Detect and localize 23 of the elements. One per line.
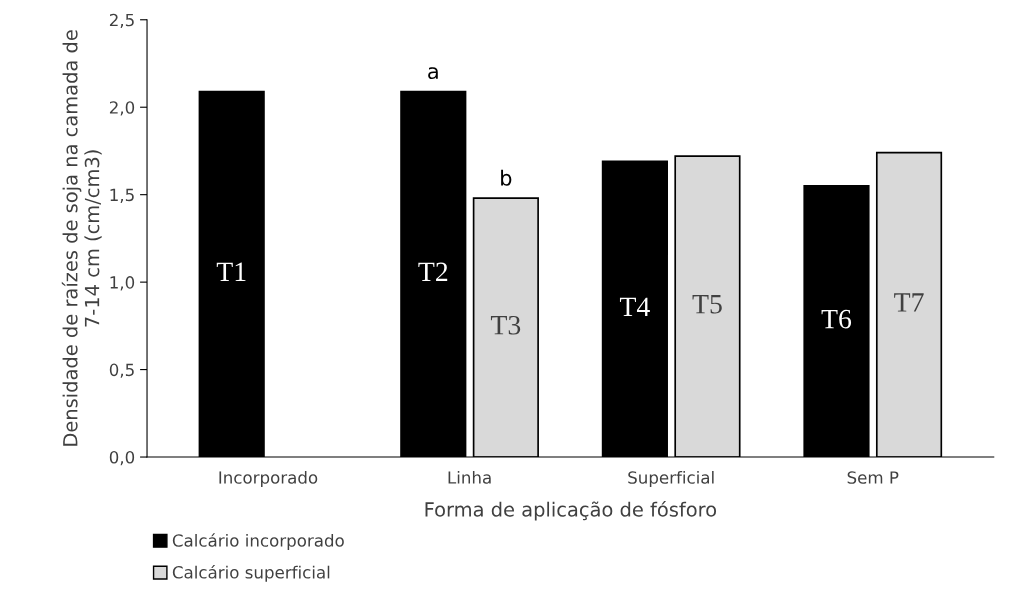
data-label: T1 [216, 262, 246, 281]
data-label: T3 [490, 315, 521, 335]
x-tick-label: Sem P [847, 471, 899, 484]
data-label: T7 [894, 293, 924, 312]
annotation: a [428, 67, 438, 80]
x-tick-label: Linha [448, 470, 491, 484]
legend-label: Calcário superficial [172, 565, 330, 582]
y-tick-label: 2,0 [109, 101, 135, 116]
data-label: T5 [692, 295, 722, 314]
data-label: T4 [619, 297, 650, 316]
data-label: T2 [418, 262, 448, 281]
x-axis-title: Forma de aplicação de fósforo [425, 500, 717, 521]
y-axis-title: Densidade de raízes de soja na camada de 7-14 cm (cm/cm3) [61, 30, 102, 446]
y-tick-label: 0,0 [109, 451, 135, 466]
legend-label: Calcário incorporado [172, 533, 344, 551]
y-tick-label: 2,5 [109, 13, 134, 29]
annotation: b [501, 169, 512, 186]
x-tick-label: Superficial [628, 470, 714, 488]
y-tick-label: 0,5 [109, 363, 134, 378]
data-label: T6 [821, 309, 852, 329]
y-tick-label: 1,0 [110, 276, 135, 291]
y-tick-label: 1,5 [110, 188, 134, 203]
x-tick-label: Incorporado [219, 470, 318, 488]
